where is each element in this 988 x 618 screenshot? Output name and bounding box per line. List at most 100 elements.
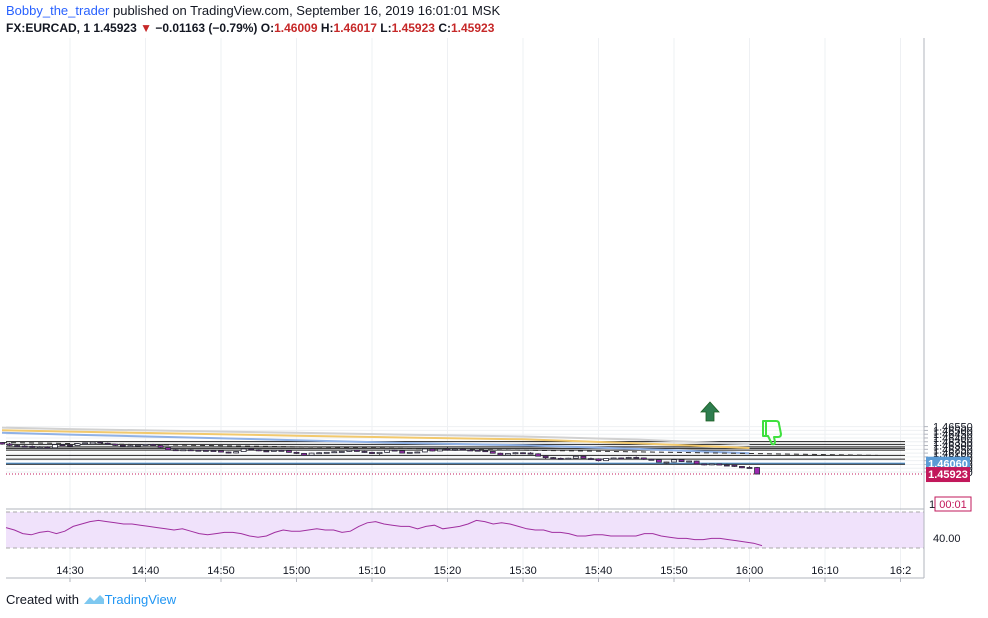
time-tick-label: 14:40	[132, 565, 160, 577]
candle	[165, 447, 172, 451]
author-link[interactable]: Bobby_the_trader	[6, 3, 110, 18]
candle	[82, 442, 88, 445]
rsi-tick-label: 40.00	[933, 533, 961, 545]
time-tick-label: 16:10	[811, 565, 839, 577]
candle	[678, 459, 685, 463]
low-value: 1.45923	[391, 21, 435, 35]
candle	[14, 444, 21, 447]
candle	[618, 457, 625, 460]
candle	[701, 463, 708, 466]
candle-body	[648, 458, 655, 461]
candle-body	[656, 459, 662, 463]
candle-body	[723, 464, 730, 467]
candle	[44, 446, 51, 449]
candle-body	[233, 451, 240, 454]
candle	[233, 451, 240, 454]
symbol-label[interactable]: FX:EURCAD, 1	[6, 21, 91, 35]
horizontal-levels[interactable]	[6, 441, 905, 465]
candle	[437, 448, 443, 452]
candle	[278, 449, 285, 452]
candle	[633, 456, 640, 459]
candle	[693, 460, 700, 465]
countdown-label: 00:01	[939, 499, 967, 511]
candle-body	[640, 457, 647, 460]
candle-body	[36, 446, 43, 449]
candle	[210, 450, 217, 452]
open-label: O:	[260, 21, 275, 35]
candle-body	[210, 450, 217, 452]
candle-body	[187, 449, 194, 452]
candle-body	[565, 457, 572, 460]
high-value: 1.46017	[333, 21, 377, 35]
candle-body	[248, 448, 255, 451]
low-label: L:	[380, 21, 392, 35]
candle	[467, 449, 474, 452]
candle-body	[414, 451, 421, 454]
candle-body	[202, 449, 209, 452]
candle	[384, 449, 391, 453]
price-tick-label: 1.46500	[933, 425, 973, 437]
price-change: −0.01163 (−0.79%)	[155, 21, 258, 35]
candle-body	[331, 451, 338, 454]
candle	[127, 445, 134, 448]
chart-canvas[interactable]: 1.465501.465001.464501.464001.463501.463…	[0, 0, 988, 590]
candle	[0, 442, 5, 445]
candle	[36, 446, 43, 449]
candle-body	[89, 441, 96, 445]
published-text: published on TradingView.com, September …	[112, 3, 501, 18]
price-tick-label: 1.46300	[933, 441, 973, 453]
candle	[557, 457, 564, 460]
candle-body	[104, 442, 111, 445]
candle-body	[135, 444, 141, 447]
candle-body	[603, 458, 609, 462]
candle-body	[195, 449, 202, 452]
candle	[172, 449, 179, 452]
candle	[489, 450, 496, 454]
candle-body	[316, 452, 323, 455]
candle-body	[263, 450, 270, 453]
candle	[202, 449, 209, 452]
candle	[59, 444, 66, 447]
candle	[542, 455, 549, 460]
candle	[104, 442, 111, 445]
candle-body	[384, 449, 391, 453]
candle-body	[67, 444, 73, 447]
candle	[346, 449, 353, 452]
candle	[157, 445, 164, 448]
candle	[74, 443, 81, 446]
tradingview-logo-icon	[83, 595, 104, 604]
close-value: 1.45923	[450, 21, 495, 35]
candle-body	[353, 449, 360, 452]
candle-body	[572, 455, 579, 459]
moving-averages	[1, 426, 750, 455]
tradingview-link[interactable]: TradingView	[104, 592, 177, 607]
candle-body	[421, 448, 428, 453]
candle	[746, 466, 753, 469]
close-label: C:	[438, 21, 451, 35]
candle-body	[610, 457, 617, 460]
rsi-line	[5, 519, 763, 547]
time-axis[interactable]: 14:30 14:40 14:50 15:00 15:10 15:20 15:30 15:40…	[56, 565, 911, 582]
candle	[331, 451, 338, 454]
candle-body	[542, 455, 549, 459]
candle-body	[150, 444, 156, 446]
candle	[218, 450, 224, 453]
candle	[708, 463, 715, 466]
candle-body	[746, 467, 753, 469]
thumbs-down-icon	[762, 420, 782, 446]
candle-body	[52, 444, 58, 449]
candle-body	[557, 457, 564, 460]
high-label: H:	[320, 21, 334, 35]
candle-body	[218, 450, 224, 453]
candle-body	[671, 459, 677, 463]
candle	[263, 450, 270, 453]
candle-body	[391, 449, 398, 452]
candle	[686, 460, 692, 463]
candle-body	[701, 463, 708, 466]
candle	[603, 458, 609, 462]
candle-body	[180, 449, 187, 452]
candle	[248, 448, 255, 451]
change-down-icon: ▼	[140, 21, 152, 35]
candle-body	[127, 445, 134, 448]
candle	[610, 457, 617, 460]
